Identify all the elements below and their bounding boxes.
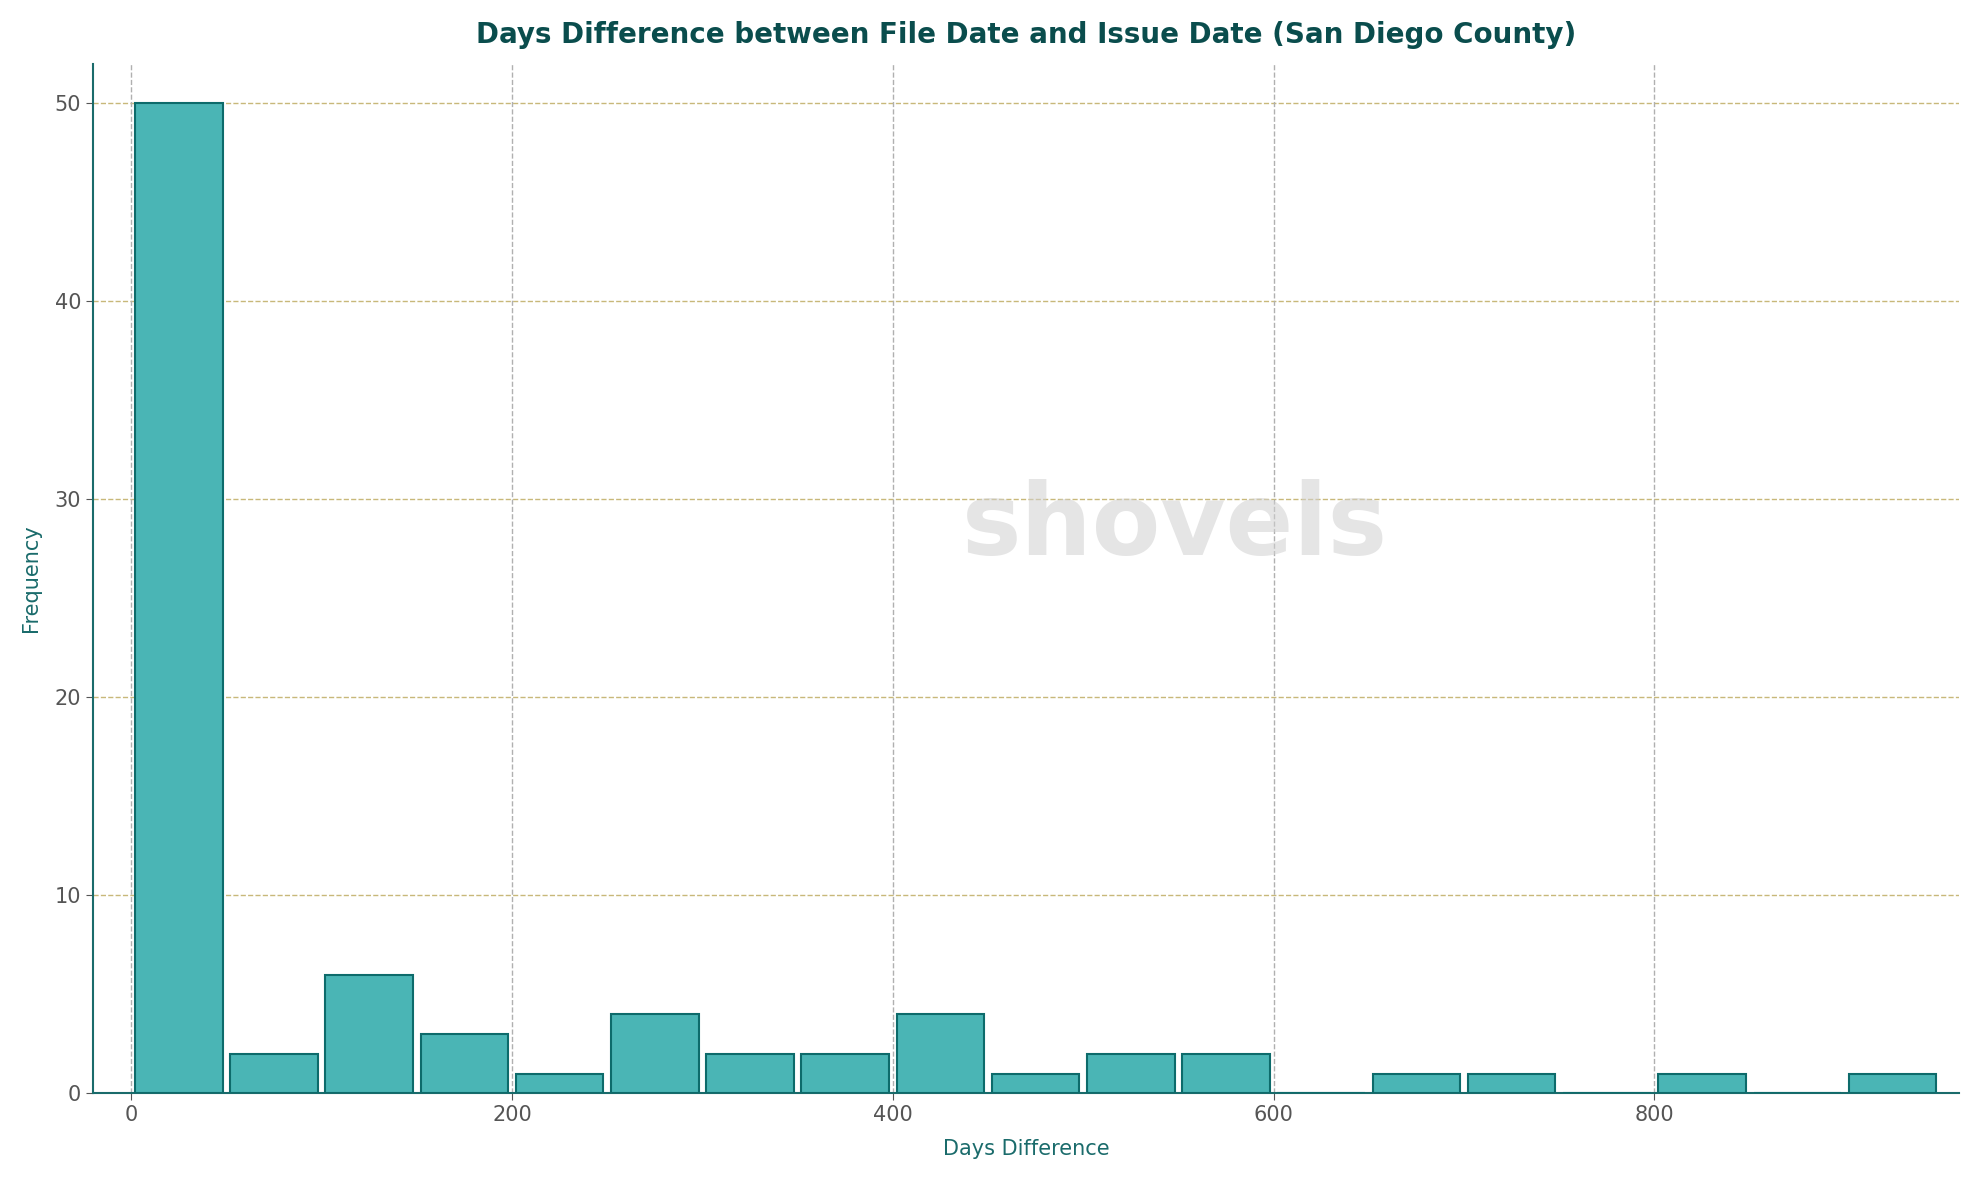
- X-axis label: Days Difference: Days Difference: [942, 1139, 1109, 1159]
- Bar: [802, 1054, 889, 1094]
- Bar: [992, 1074, 1079, 1094]
- Bar: [707, 1054, 794, 1094]
- Bar: [135, 104, 222, 1094]
- Y-axis label: Frequency: Frequency: [22, 525, 42, 632]
- Bar: [897, 1015, 984, 1094]
- Text: shovels: shovels: [962, 479, 1388, 576]
- Bar: [230, 1054, 317, 1094]
- Bar: [1849, 1074, 1936, 1094]
- Title: Days Difference between File Date and Issue Date (San Diego County): Days Difference between File Date and Is…: [475, 21, 1576, 48]
- Bar: [420, 1034, 509, 1094]
- Bar: [1087, 1054, 1174, 1094]
- Bar: [1467, 1074, 1556, 1094]
- Bar: [612, 1015, 699, 1094]
- Bar: [515, 1074, 604, 1094]
- Bar: [325, 975, 414, 1094]
- Bar: [1372, 1074, 1461, 1094]
- Bar: [1182, 1054, 1269, 1094]
- Bar: [1659, 1074, 1746, 1094]
